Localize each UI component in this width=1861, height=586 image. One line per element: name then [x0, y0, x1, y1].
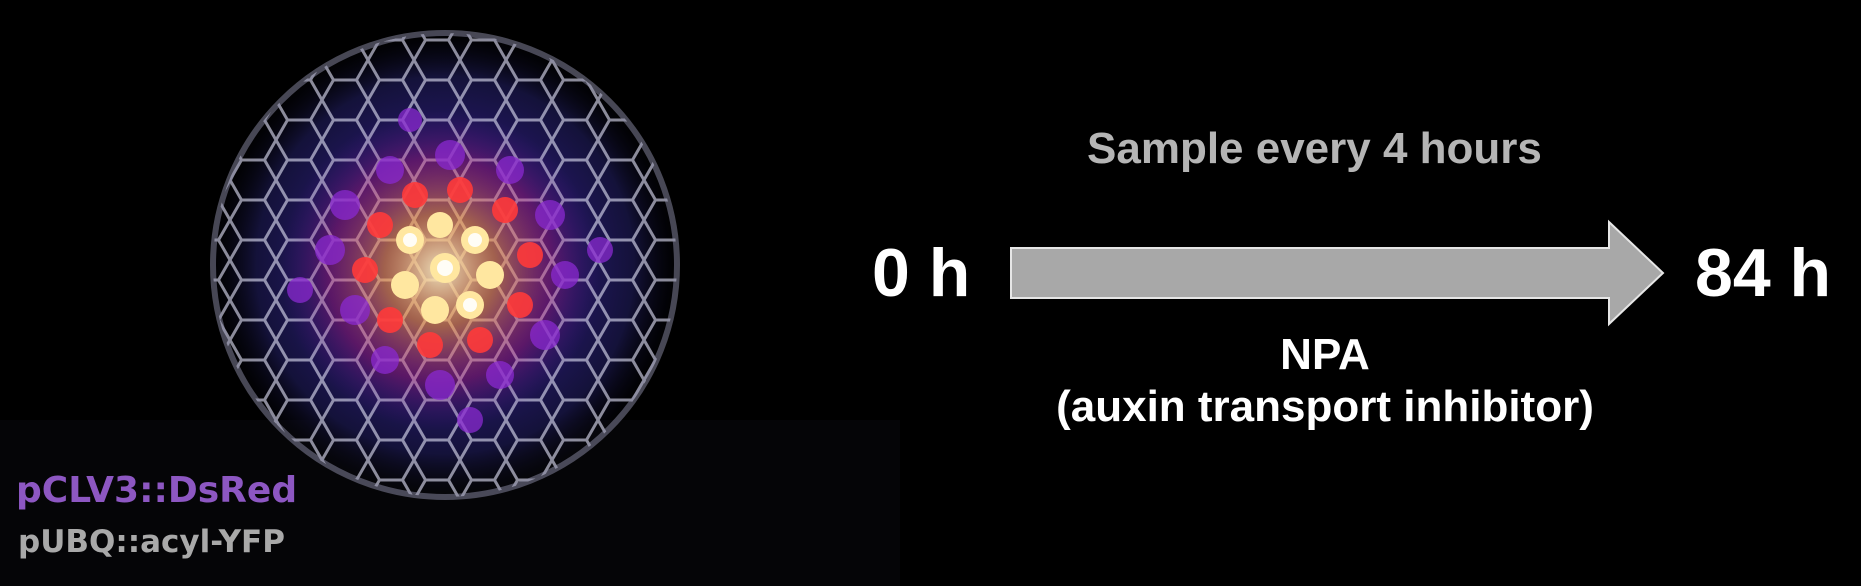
sampling-interval-text: Sample every 4 hours: [1087, 124, 1542, 174]
treatment-drug-name: NPA: [0, 330, 1861, 380]
end-time-label: 84 h: [1695, 234, 1831, 312]
start-time-label: 0 h: [872, 234, 970, 312]
label-pclv3-dsred: pCLV3::DsRed: [16, 470, 297, 511]
timeline-arrow-shape: [1011, 222, 1663, 324]
label-pubq-acyl-yfp: pUBQ::acyl-YFP: [18, 524, 285, 560]
timeline-arrow-icon: [1005, 218, 1667, 328]
treatment-description: (auxin transport inhibitor): [0, 382, 1861, 432]
